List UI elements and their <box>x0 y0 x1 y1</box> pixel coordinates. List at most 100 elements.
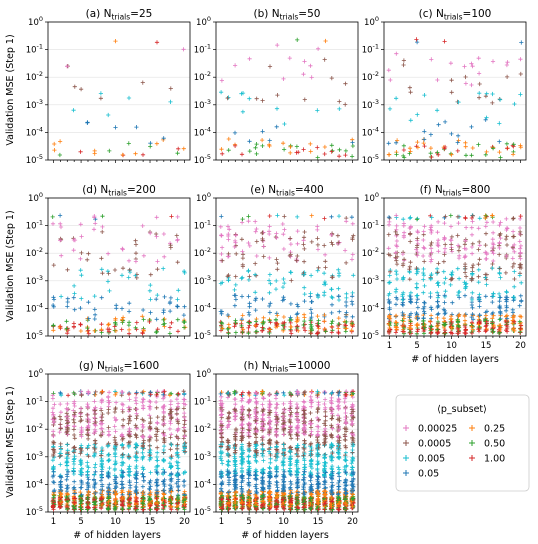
scatter-point <box>254 96 259 101</box>
scatter-point <box>448 224 454 229</box>
scatter-point <box>85 480 90 485</box>
scatter-point <box>350 252 355 257</box>
scatter-point <box>435 266 440 271</box>
scatter-point <box>469 215 474 221</box>
scatter-point <box>315 227 320 232</box>
y-tick-label: 10-2 <box>26 70 43 83</box>
scatter-point <box>161 266 166 271</box>
scatter-point <box>174 397 179 402</box>
scatter-point <box>106 458 111 463</box>
scatter-point <box>273 430 278 435</box>
scatter-point <box>301 72 306 77</box>
scatter-point <box>288 427 293 432</box>
scatter-point <box>127 464 132 469</box>
scatter-point <box>422 93 427 98</box>
scatter-point <box>477 239 482 244</box>
scatter-point <box>449 131 454 136</box>
scatter-point <box>316 46 321 51</box>
markers <box>386 37 524 160</box>
y-tick-label: 10-4 <box>26 301 43 314</box>
scatter-point <box>281 442 286 447</box>
scatter-point <box>484 250 489 256</box>
scatter-point <box>281 314 286 320</box>
scatter-point <box>436 243 441 248</box>
scatter-point <box>518 71 523 77</box>
scatter-point <box>469 153 474 158</box>
scatter-point <box>92 412 97 417</box>
scatter-point <box>57 451 62 456</box>
scatter-point <box>99 445 105 451</box>
scatter-point <box>422 300 427 305</box>
scatter-point <box>309 328 314 333</box>
scatter-point <box>387 106 393 111</box>
scatter-point <box>133 432 138 437</box>
scatter-point <box>476 142 481 147</box>
scatter-point <box>175 446 180 451</box>
scatter-point <box>99 397 105 402</box>
scatter-point <box>435 281 440 286</box>
scatter-point <box>400 310 405 315</box>
scatter-point <box>182 304 187 309</box>
scatter-point <box>281 297 286 302</box>
scatter-point <box>65 299 70 305</box>
scatter-point <box>443 276 448 281</box>
scatter-point <box>434 324 439 329</box>
scatter-point <box>260 402 265 407</box>
scatter-point <box>281 467 286 472</box>
scatter-point <box>484 282 489 287</box>
scatter-point <box>414 300 419 305</box>
scatter-point <box>99 433 104 438</box>
scatter-point <box>414 37 419 42</box>
scatter-point <box>295 253 300 259</box>
scatter-point <box>477 319 482 324</box>
scatter-point <box>226 278 231 283</box>
axes-frame <box>47 373 191 513</box>
scatter-point <box>85 469 90 474</box>
scatter-point <box>154 215 159 220</box>
scatter-point <box>282 227 287 232</box>
scatter-point <box>64 463 70 468</box>
scatter-point <box>421 266 426 272</box>
scatter-point <box>462 255 467 260</box>
scatter-point <box>182 415 187 420</box>
scatter-point <box>349 257 355 262</box>
scatter-point <box>119 306 125 311</box>
scatter-point <box>436 261 441 266</box>
scatter-point <box>273 410 278 415</box>
scatter-point <box>282 320 287 325</box>
scatter-point <box>504 227 509 233</box>
axes-frame <box>383 197 527 337</box>
scatter-point <box>134 416 139 421</box>
scatter-point <box>247 319 252 324</box>
scatter-point <box>282 469 287 474</box>
scatter-point <box>463 262 468 267</box>
scatter-point <box>233 330 238 335</box>
scatter-point <box>322 313 327 318</box>
scatter-point <box>113 321 118 326</box>
scatter-point <box>471 317 476 322</box>
scatter-point <box>462 313 467 318</box>
scatter-point <box>441 307 446 312</box>
scatter-point <box>99 449 104 454</box>
scatter-point <box>175 484 180 490</box>
scatter-point <box>79 466 84 471</box>
scatter-point <box>456 221 461 226</box>
scatter-point <box>239 276 244 281</box>
x-tick-label: 1 <box>51 517 56 527</box>
scatter-point <box>491 219 496 225</box>
scatter-point <box>490 249 495 254</box>
scatter-point <box>450 331 455 336</box>
scatter-point <box>267 465 272 470</box>
scatter-point <box>98 496 103 501</box>
scatter-point <box>505 146 510 151</box>
scatter-point <box>435 230 440 235</box>
scatter-point <box>309 75 314 80</box>
scatter-point <box>78 411 83 416</box>
scatter-point <box>415 216 420 221</box>
y-tick-label: 10-3 <box>26 274 43 287</box>
scatter-point <box>127 267 132 272</box>
y-tick-label: 10-5 <box>26 505 43 518</box>
scatter-point <box>476 262 481 267</box>
markers <box>386 213 524 336</box>
